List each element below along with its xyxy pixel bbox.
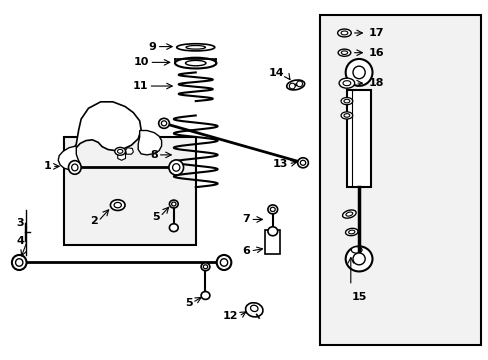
Text: 8: 8	[150, 150, 158, 160]
Text: 10: 10	[134, 57, 149, 67]
Text: 11: 11	[133, 81, 148, 91]
Text: 3: 3	[16, 218, 24, 228]
Polygon shape	[73, 102, 141, 165]
Ellipse shape	[168, 160, 183, 175]
Ellipse shape	[203, 265, 207, 269]
Ellipse shape	[110, 200, 125, 211]
Ellipse shape	[350, 247, 361, 253]
Ellipse shape	[337, 49, 350, 56]
Text: 15: 15	[351, 292, 366, 302]
Ellipse shape	[342, 81, 350, 86]
Polygon shape	[118, 150, 125, 160]
Bar	[64, 137, 195, 244]
Polygon shape	[58, 146, 80, 170]
Ellipse shape	[16, 259, 23, 266]
Polygon shape	[138, 131, 161, 155]
Text: 12: 12	[223, 311, 238, 321]
Ellipse shape	[216, 255, 231, 270]
Ellipse shape	[114, 202, 121, 208]
Ellipse shape	[296, 81, 302, 87]
Text: 16: 16	[368, 48, 384, 58]
Ellipse shape	[176, 44, 214, 51]
Ellipse shape	[286, 80, 304, 90]
Ellipse shape	[338, 78, 354, 88]
Ellipse shape	[12, 255, 26, 270]
Ellipse shape	[175, 58, 216, 68]
Text: 17: 17	[368, 28, 384, 38]
Text: 7: 7	[242, 215, 250, 224]
Bar	[320, 15, 480, 345]
Ellipse shape	[340, 31, 347, 35]
Ellipse shape	[201, 263, 209, 271]
Ellipse shape	[185, 60, 205, 66]
Ellipse shape	[289, 83, 295, 89]
Text: 6: 6	[242, 246, 250, 256]
Ellipse shape	[267, 227, 277, 236]
Text: 14: 14	[268, 68, 284, 78]
Text: 5: 5	[152, 212, 160, 221]
Ellipse shape	[161, 121, 166, 126]
Ellipse shape	[343, 99, 349, 103]
Text: 2: 2	[90, 216, 98, 226]
Polygon shape	[125, 148, 133, 154]
Ellipse shape	[352, 253, 365, 265]
Text: 13: 13	[272, 159, 288, 169]
Ellipse shape	[345, 59, 372, 86]
Ellipse shape	[352, 66, 365, 79]
Ellipse shape	[172, 164, 180, 171]
Text: 4: 4	[16, 236, 24, 246]
Ellipse shape	[340, 112, 352, 119]
Ellipse shape	[201, 292, 209, 300]
Bar	[265, 230, 280, 253]
Ellipse shape	[341, 51, 347, 54]
Ellipse shape	[270, 207, 275, 212]
Ellipse shape	[267, 205, 277, 214]
Ellipse shape	[169, 224, 178, 231]
Ellipse shape	[115, 147, 125, 155]
Ellipse shape	[171, 202, 176, 206]
Text: 5: 5	[184, 298, 192, 308]
Ellipse shape	[117, 149, 122, 153]
Ellipse shape	[345, 246, 372, 271]
Ellipse shape	[250, 305, 258, 311]
Ellipse shape	[72, 164, 78, 171]
Ellipse shape	[345, 228, 357, 236]
Bar	[346, 90, 370, 187]
Ellipse shape	[169, 200, 178, 208]
Ellipse shape	[300, 160, 305, 165]
Ellipse shape	[348, 230, 354, 234]
Text: 9: 9	[148, 42, 157, 51]
Ellipse shape	[340, 98, 352, 105]
Ellipse shape	[220, 259, 227, 266]
Text: 18: 18	[368, 78, 384, 88]
Ellipse shape	[68, 161, 81, 174]
Ellipse shape	[337, 29, 350, 37]
Ellipse shape	[297, 158, 308, 168]
Ellipse shape	[185, 45, 205, 49]
Ellipse shape	[343, 114, 349, 117]
Ellipse shape	[245, 303, 263, 317]
Text: 1: 1	[44, 161, 52, 171]
Ellipse shape	[342, 210, 355, 218]
Ellipse shape	[345, 212, 352, 216]
Ellipse shape	[158, 118, 169, 129]
